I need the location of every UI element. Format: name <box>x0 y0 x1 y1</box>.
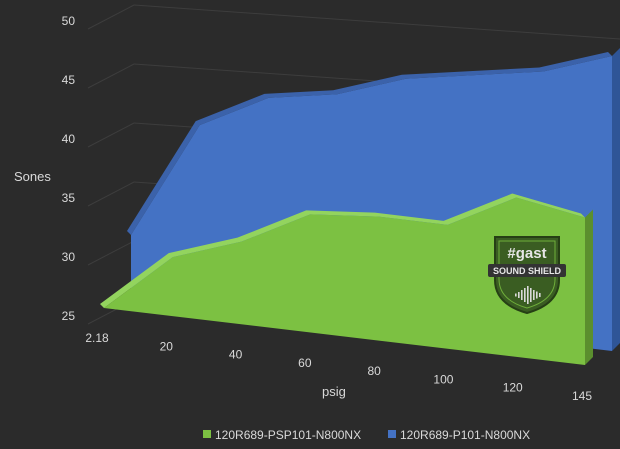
legend-swatch-series-1 <box>203 430 211 438</box>
y-tick-label: 30 <box>62 250 76 264</box>
waveform-bar <box>530 288 532 302</box>
gridline <box>133 4 620 40</box>
x-tick-label: 100 <box>433 372 453 386</box>
y-tick-label: 50 <box>62 14 76 28</box>
waveform-bar <box>521 290 523 300</box>
gridline-side <box>87 63 135 89</box>
waveform-bar <box>533 290 535 300</box>
y-axis-ticks: 25 30 35 40 45 50 <box>62 14 76 323</box>
sound-shield-logo: #gast SOUND SHIELD <box>488 236 566 315</box>
waveform-bar <box>518 292 520 298</box>
x-tick-label: 145 <box>572 389 592 403</box>
y-axis-label: Sones <box>14 169 51 184</box>
front-series-layer <box>100 193 593 365</box>
legend-label-series-2: 120R689-P101-N800NX <box>400 428 530 442</box>
legend-swatch-series-2 <box>388 430 396 438</box>
gridline-side <box>87 122 135 148</box>
logo-waveform <box>515 286 541 304</box>
x-tick-label: 20 <box>160 339 174 353</box>
x-tick-label: 40 <box>229 348 243 362</box>
y-tick-label: 25 <box>62 309 76 323</box>
gridline-side <box>87 4 135 30</box>
x-axis-label: psig <box>322 384 346 399</box>
x-axis-ticks: 2.18 20 40 60 80 100 120 145 <box>85 331 592 403</box>
logo-product-text: SOUND SHIELD <box>493 266 562 276</box>
waveform-bar <box>539 293 541 297</box>
gridline-side <box>87 240 135 266</box>
series-1-top-edge <box>100 193 585 308</box>
series-1-side <box>585 209 593 365</box>
x-tick-label: 120 <box>503 381 523 395</box>
logo-brand-text: #gast <box>507 245 546 262</box>
series-2-side <box>612 48 620 351</box>
waveform-bar <box>524 288 526 302</box>
waveform-bar <box>527 286 529 304</box>
gridline-side <box>87 181 135 207</box>
waveform-bar <box>515 293 517 297</box>
y-tick-label: 45 <box>62 73 76 87</box>
waveform-bar <box>536 291 538 299</box>
x-tick-label: 80 <box>367 364 381 378</box>
legend-label-series-1: 120R689-PSP101-N800NX <box>215 428 361 442</box>
x-tick-label: 60 <box>298 356 312 370</box>
x-tick-label: 2.18 <box>85 331 109 345</box>
y-tick-label: 40 <box>62 132 76 146</box>
series-1-area <box>104 197 585 365</box>
legend: 120R689-PSP101-N800NX 120R689-P101-N800N… <box>203 428 530 442</box>
y-tick-label: 35 <box>62 191 76 205</box>
